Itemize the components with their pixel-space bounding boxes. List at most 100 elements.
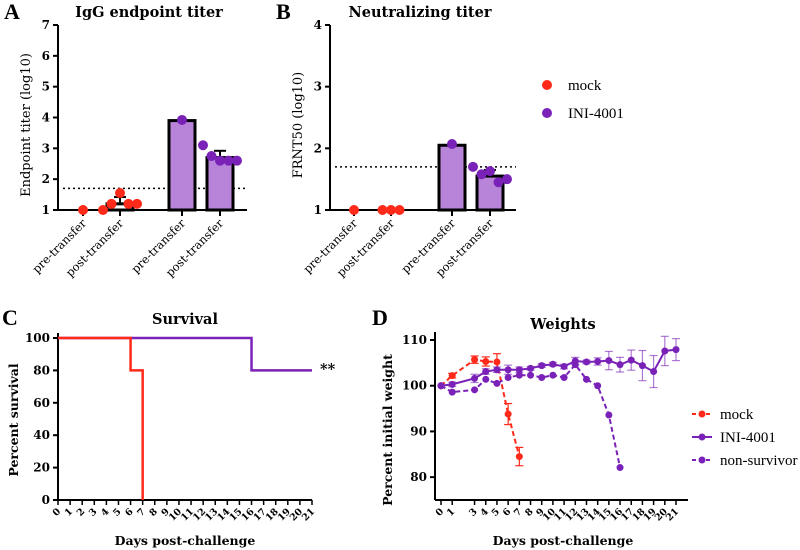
data-point-non-survivor (482, 375, 490, 383)
y-tick-label: 100 (402, 379, 427, 393)
data-point (394, 205, 405, 215)
data-point (115, 188, 125, 199)
x-tick-label: 1 (445, 506, 457, 518)
weight-line-non-survivor (440, 363, 622, 468)
data-point-ini-4001 (582, 358, 590, 366)
x-tick-label: 2 (75, 506, 87, 518)
significance-annotation: ** (320, 361, 336, 378)
data-point-non-survivor (605, 411, 613, 419)
y-tick-label: 7 (42, 18, 50, 32)
y-tick-label: 110 (402, 333, 427, 347)
panel-a: A IgG endpoint titer Endpoint titer (log… (4, 0, 247, 280)
data-point-non-survivor (582, 375, 590, 383)
data-point (349, 205, 359, 215)
data-point-ini-4001 (605, 357, 613, 365)
data-point (223, 155, 234, 166)
data-point-ini-4001 (672, 346, 680, 354)
survival-line-ini-4001 (58, 336, 312, 372)
data-point-non-survivor (571, 361, 579, 369)
data-point-non-survivor (616, 464, 624, 472)
data-point (198, 140, 208, 151)
bar (437, 143, 467, 212)
data-point-ini-4001 (504, 366, 512, 374)
data-point-mock (515, 453, 523, 461)
data-point-mock (471, 356, 479, 364)
panel-d-title: Weights (529, 316, 595, 333)
data-point-non-survivor (448, 388, 456, 396)
data-point-ini-4001 (627, 356, 635, 364)
data-point (386, 205, 396, 215)
data-point-ini-4001 (527, 364, 535, 372)
data-point-ini-4001 (549, 360, 557, 368)
data-point (493, 177, 504, 188)
data-point (177, 114, 187, 125)
x-tick-label: 3 (467, 506, 479, 518)
x-tick-label: 7 (512, 506, 524, 518)
y-tick-label: 0 (42, 493, 50, 507)
bar (167, 119, 197, 212)
data-point-ini-4001 (493, 366, 501, 374)
panel-b-ylabel: FRNT50 (log10) (291, 72, 306, 179)
data-point (132, 198, 142, 209)
x-tick-label: 0 (434, 506, 447, 519)
legend-label-mock: mock (720, 407, 754, 423)
legend-marker-ini-4001 (542, 108, 552, 118)
y-tick-label: 100 (25, 331, 50, 345)
x-tick-label: 7 (135, 506, 147, 518)
panel-letter-a: A (4, 0, 20, 24)
data-point (502, 174, 512, 185)
legend-label-ini-4001: INI-4001 (720, 430, 776, 446)
y-tick-label: 3 (314, 80, 322, 94)
data-point-non-survivor (504, 373, 512, 381)
x-tick-label: 4 (478, 506, 491, 519)
data-point-non-survivor (538, 373, 546, 381)
data-point (447, 139, 457, 150)
panel-letter-d: D (372, 305, 388, 330)
data-point-ini-4001 (471, 374, 479, 382)
panel-a-ylabel: Endpoint titer (log10) (19, 53, 34, 197)
data-point-mock (448, 372, 456, 380)
x-tick-label: 6 (123, 506, 136, 519)
data-point-ini-4001 (650, 368, 658, 376)
data-point-mock (482, 357, 490, 365)
x-tick-label: 21 (664, 506, 681, 523)
y-tick-label: 3 (42, 141, 50, 155)
y-tick-label: 2 (42, 172, 50, 186)
legend-top: mock INI-4001 (542, 78, 624, 122)
y-tick-label: 6 (42, 49, 50, 63)
y-tick-label: 1 (314, 203, 322, 217)
panel-c-xlabel: Days post-challenge (115, 533, 256, 548)
y-tick-label: 20 (33, 461, 50, 475)
data-point-ini-4001 (560, 363, 568, 371)
legend-marker-non-survivor (698, 456, 706, 464)
data-point-ini-4001 (538, 362, 546, 370)
x-tick-label: 1 (63, 506, 75, 518)
panel-d: D Weights Percent initial weight Days po… (372, 305, 798, 548)
panel-letter-b: B (276, 0, 291, 24)
y-tick-label: 40 (33, 428, 50, 442)
legend-marker-ini-4001 (698, 433, 706, 441)
data-point (206, 151, 217, 162)
legend-marker-mock (542, 80, 552, 90)
data-point-non-survivor (493, 379, 501, 387)
panel-a-title: IgG endpoint titer (75, 4, 223, 21)
data-point-non-survivor (549, 371, 557, 379)
legend-label-ini-4001: INI-4001 (568, 106, 624, 122)
data-point-ini-4001 (515, 366, 523, 374)
data-point-ini-4001 (661, 347, 669, 355)
data-point (468, 161, 478, 172)
panel-b-title: Neutralizing titer (348, 4, 491, 21)
data-point-ini-4001 (448, 380, 456, 388)
legend-label-non-survivor: non-survivor (720, 453, 798, 469)
data-point-mock (504, 410, 512, 418)
data-point-non-survivor (594, 382, 602, 390)
y-tick-label: 2 (314, 141, 322, 155)
x-tick-label: 6 (501, 506, 514, 519)
x-tick-label: 8 (147, 506, 160, 519)
data-point (98, 205, 108, 215)
data-point-non-survivor (527, 371, 535, 379)
x-tick-label: 8 (523, 506, 536, 519)
panel-b: B Neutralizing titer FRNT50 (log10) 1 2 3 4… (276, 0, 516, 280)
survival-line-mock (58, 336, 144, 500)
